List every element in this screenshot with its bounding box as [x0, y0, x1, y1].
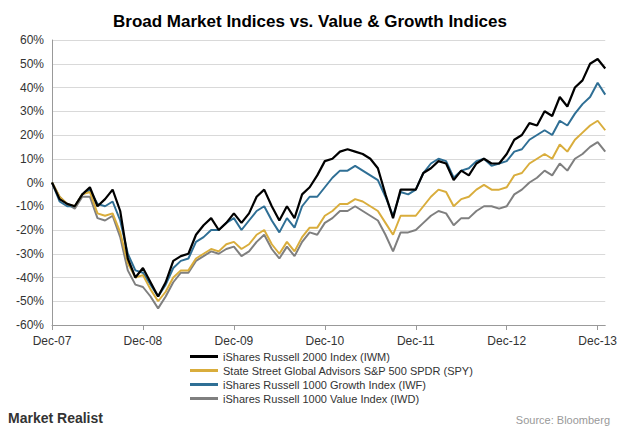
- svg-text:50%: 50%: [20, 57, 44, 71]
- svg-text:iShares Russell 1000 Value Ind: iShares Russell 1000 Value Index (IWD): [223, 393, 419, 405]
- svg-text:Dec-09: Dec-09: [215, 334, 254, 348]
- svg-text:Dec-08: Dec-08: [124, 334, 163, 348]
- svg-text:State Street Global Advisors S: State Street Global Advisors S&P 500 SPD…: [223, 365, 473, 377]
- svg-text:Dec-12: Dec-12: [487, 334, 526, 348]
- svg-text:Dec-07: Dec-07: [33, 334, 72, 348]
- svg-text:10%: 10%: [20, 152, 44, 166]
- svg-text:Source: Bloomberg: Source: Bloomberg: [516, 414, 610, 426]
- svg-text:Dec-10: Dec-10: [305, 334, 344, 348]
- svg-text:Dec-13: Dec-13: [578, 334, 617, 348]
- svg-text:20%: 20%: [20, 128, 44, 142]
- svg-text:40%: 40%: [20, 81, 44, 95]
- svg-text:-40%: -40%: [16, 271, 44, 285]
- svg-text:0%: 0%: [27, 176, 45, 190]
- svg-text:-60%: -60%: [16, 318, 44, 332]
- svg-text:30%: 30%: [20, 104, 44, 118]
- svg-text:-50%: -50%: [16, 294, 44, 308]
- svg-text:-10%: -10%: [16, 199, 44, 213]
- svg-text:Market Realist: Market Realist: [8, 410, 103, 426]
- svg-text:Dec-11: Dec-11: [397, 334, 435, 348]
- svg-text:-30%: -30%: [16, 247, 44, 261]
- svg-text:-20%: -20%: [16, 223, 44, 237]
- svg-text:iShares Russell 1000 Growth In: iShares Russell 1000 Growth Index (IWF): [223, 379, 426, 391]
- svg-text:Broad Market Indices vs. Value: Broad Market Indices vs. Value & Growth …: [113, 12, 507, 31]
- svg-text:iShares Russell 2000 Index (IW: iShares Russell 2000 Index (IWM): [223, 351, 390, 363]
- svg-text:60%: 60%: [20, 33, 44, 47]
